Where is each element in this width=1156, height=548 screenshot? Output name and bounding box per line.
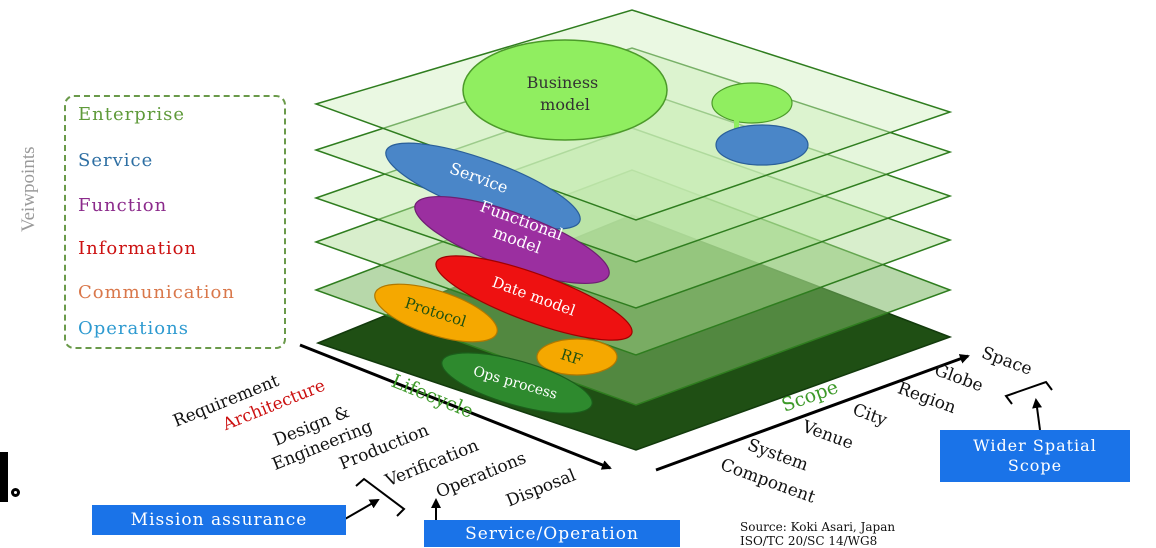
- business-model-line1: Business: [527, 73, 599, 92]
- scope-venue: Venue: [799, 417, 856, 454]
- verification-bracket: [355, 477, 406, 517]
- scope-city: City: [850, 400, 890, 431]
- mission-arrow: [344, 499, 380, 520]
- source-line2: ISO/TC 20/SC 14/WG8: [740, 534, 878, 548]
- scope-space: Space: [979, 343, 1035, 380]
- mission-assurance-box: Mission assurance: [92, 505, 346, 535]
- ops-process-ellipse: [441, 352, 593, 414]
- viewpoints-title: Veiwpoints: [18, 146, 39, 233]
- viewpoints-box: [64, 95, 286, 349]
- viewpoint-communication: Communication: [78, 282, 235, 303]
- protocol-ellipse: [374, 283, 498, 343]
- source-line1: Source: Koki Asari, Japan: [740, 520, 896, 534]
- edge-bar: [0, 452, 8, 502]
- business-model-ellipse: [462, 39, 668, 141]
- rf-label: RF: [558, 345, 584, 369]
- source-note: Source: Koki Asari, Japan ISO/TC 20/SC 1…: [740, 520, 895, 548]
- viewpoint-operations: Operations: [78, 318, 189, 339]
- small-blue-ellipse: [715, 124, 809, 166]
- viewpoint-information: Information: [78, 238, 198, 259]
- rf-ellipse: [536, 338, 618, 376]
- scope-axis: [655, 354, 970, 472]
- business-model-label: Business model: [527, 73, 604, 114]
- business-model-line2: model: [540, 95, 590, 114]
- viewpoint-function: Function: [78, 195, 168, 216]
- small-green-ellipse: [711, 82, 793, 124]
- space-bracket: [1004, 380, 1053, 405]
- wider-scope-arrow: [1032, 398, 1043, 431]
- date-model-ellipse: [435, 255, 633, 341]
- scope-globe: Globe: [932, 360, 986, 396]
- lifecycle-axis: [299, 343, 612, 470]
- viewpoint-service: Service: [78, 150, 154, 171]
- edge-dot: [11, 488, 20, 497]
- wider-spatial-scope-box: Wider Spatial Scope: [940, 430, 1130, 482]
- service-operation-box: Service/Operation: [424, 520, 680, 547]
- viewpoint-enterprise: Enterprise: [78, 104, 185, 125]
